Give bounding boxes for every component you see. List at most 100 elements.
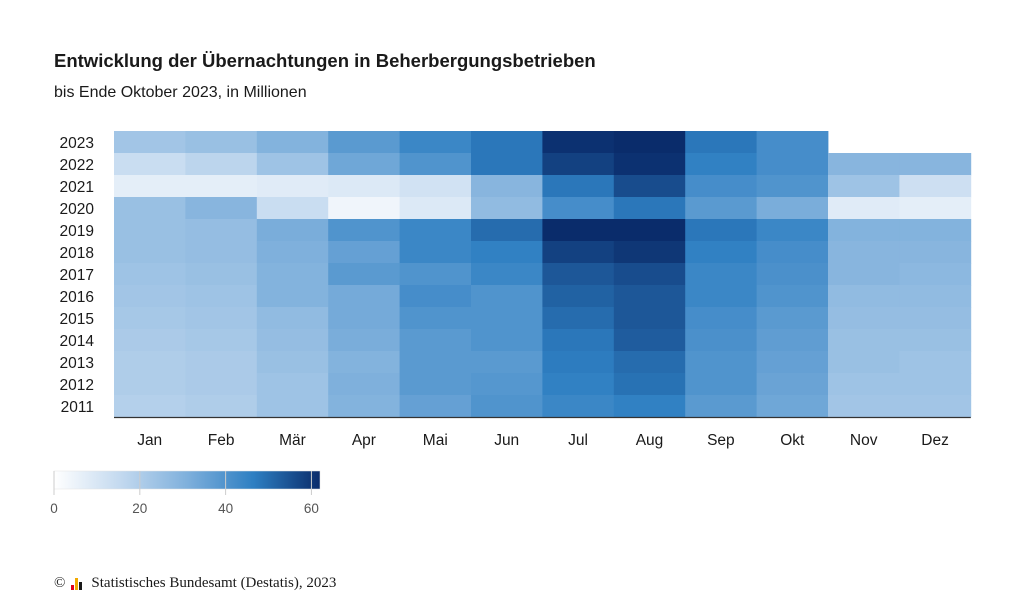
heatmap-cell-2012-Jul <box>542 373 615 396</box>
heatmap-cell-2011-Mär <box>256 395 329 418</box>
heatmap-cell-2016-Dez <box>899 285 972 308</box>
x-tick-label: Sep <box>707 432 735 449</box>
heatmap-cell-2013-Feb <box>185 351 258 374</box>
heatmap-cell-2011-Dez <box>899 395 972 418</box>
heatmap-cell-2018-Mär <box>256 241 329 264</box>
y-tick-label: 2014 <box>60 333 95 350</box>
heatmap-cell-2022-Mär <box>256 153 329 176</box>
heatmap-cell-2022-Nov <box>828 153 900 176</box>
heatmap-cell-2016-Jun <box>471 285 543 308</box>
heatmap-cell-2014-Jul <box>542 329 615 352</box>
x-tick-label: Feb <box>208 432 235 449</box>
heatmap-cell-2015-Nov <box>828 307 900 330</box>
legend-tick-label: 60 <box>304 501 319 516</box>
heatmap-cell-2011-Jul <box>542 395 615 418</box>
heatmap-cell-2021-Jun <box>471 175 543 198</box>
heatmap-cell-2015-Apr <box>328 307 400 330</box>
copyright-symbol: © <box>54 575 66 591</box>
x-tick-label: Jul <box>568 432 588 449</box>
heatmap-cell-2018-Apr <box>328 241 400 264</box>
heatmap-cell-2019-Apr <box>328 219 400 242</box>
y-tick-label: 2013 <box>60 355 94 372</box>
heatmap-cell-2012-Jun <box>471 373 543 396</box>
heatmap-cell-2011-Feb <box>185 395 258 418</box>
heatmap-cell-2016-Jan <box>114 285 186 308</box>
heatmap-cell-2015-Jul <box>542 307 615 330</box>
heatmap-cell-2019-Okt <box>756 219 829 242</box>
heatmap-cell-2021-Apr <box>328 175 400 198</box>
heatmap-cell-2016-Apr <box>328 285 400 308</box>
heatmap-cell-2014-Sep <box>685 329 757 352</box>
y-tick-label: 2017 <box>60 267 94 284</box>
heatmap-cell-2022-Jan <box>114 153 186 176</box>
heatmap-cell-2019-Dez <box>899 219 972 242</box>
heatmap-cell-2013-Okt <box>756 351 829 374</box>
heatmap-cell-2015-Jun <box>471 307 543 330</box>
heatmap-cell-2021-Sep <box>685 175 757 198</box>
x-tick-label: Aug <box>636 432 664 449</box>
heatmap-cell-2017-Nov <box>828 263 900 286</box>
heatmap-cell-2021-Okt <box>756 175 829 198</box>
heatmap-cell-2023-Mär <box>256 131 329 154</box>
heatmap-cell-2022-Mai <box>399 153 472 176</box>
heatmap-cell-2021-Mai <box>399 175 472 198</box>
heatmap-cell-2020-Mär <box>256 197 329 220</box>
heatmap-cell-2011-Nov <box>828 395 900 418</box>
heatmap-cell-2017-Sep <box>685 263 757 286</box>
heatmap-cell-2015-Okt <box>756 307 829 330</box>
heatmap-cell-2015-Feb <box>185 307 258 330</box>
heatmap-cell-2021-Dez <box>899 175 972 198</box>
heatmap-cell-2018-Dez <box>899 241 972 264</box>
heatmap-cell-2012-Feb <box>185 373 258 396</box>
heatmap-cell-2012-Okt <box>756 373 829 396</box>
heatmap-cell-2021-Jan <box>114 175 186 198</box>
destatis-logo-icon <box>71 577 85 590</box>
y-tick-label: 2011 <box>61 399 94 416</box>
heatmap-cell-2023-Okt <box>756 131 829 154</box>
heatmap-cell-2016-Okt <box>756 285 829 308</box>
heatmap-cell-2018-Aug <box>613 241 686 264</box>
heatmap-cell-2021-Feb <box>185 175 258 198</box>
heatmap-cell-2016-Jul <box>542 285 615 308</box>
heatmap-cell-2019-Aug <box>613 219 686 242</box>
heatmap-cell-2020-Jan <box>114 197 186 220</box>
heatmap-cell-2011-Apr <box>328 395 400 418</box>
heatmap-cell-2017-Dez <box>899 263 972 286</box>
heatmap-cell-2015-Sep <box>685 307 757 330</box>
heatmap-cell-2022-Jul <box>542 153 615 176</box>
heatmap-cell-2017-Feb <box>185 263 258 286</box>
y-tick-label: 2015 <box>60 311 94 328</box>
heatmap-cell-2020-Jul <box>542 197 615 220</box>
heatmap-cell-2012-Mär <box>256 373 329 396</box>
heatmap-cell-2012-Nov <box>828 373 900 396</box>
heatmap-cell-2020-Mai <box>399 197 472 220</box>
legend-tick-label: 0 <box>50 501 58 516</box>
heatmap-cell-2022-Okt <box>756 153 829 176</box>
heatmap-cell-2020-Feb <box>185 197 258 220</box>
heatmap-cell-2019-Feb <box>185 219 258 242</box>
heatmap-cell-2019-Sep <box>685 219 757 242</box>
heatmap-cell-2011-Sep <box>685 395 757 418</box>
heatmap-cell-2011-Mai <box>399 395 472 418</box>
y-tick-label: 2022 <box>60 157 94 174</box>
heatmap-cell-2020-Nov <box>828 197 900 220</box>
heatmap-cell-2017-Jul <box>542 263 615 286</box>
heatmap-cell-2016-Mär <box>256 285 329 308</box>
heatmap-cell-2018-Jul <box>542 241 615 264</box>
heatmap-cell-2018-Nov <box>828 241 900 264</box>
x-tick-label: Nov <box>850 432 878 449</box>
heatmap-cell-2016-Feb <box>185 285 258 308</box>
heatmap-cell-2015-Mai <box>399 307 472 330</box>
heatmap-cell-2019-Nov <box>828 219 900 242</box>
heatmap-cell-2021-Aug <box>613 175 686 198</box>
heatmap-cell-2022-Sep <box>685 153 757 176</box>
heatmap-cell-2020-Okt <box>756 197 829 220</box>
heatmap-cell-2014-Aug <box>613 329 686 352</box>
heatmap-cell-2022-Dez <box>899 153 972 176</box>
heatmap-cell-2014-Nov <box>828 329 900 352</box>
heatmap-cell-2014-Jan <box>114 329 186 352</box>
heatmap-cell-2020-Jun <box>471 197 543 220</box>
y-tick-label: 2019 <box>60 223 94 240</box>
heatmap-cell-2019-Mär <box>256 219 329 242</box>
x-tick-label: Okt <box>780 432 805 449</box>
